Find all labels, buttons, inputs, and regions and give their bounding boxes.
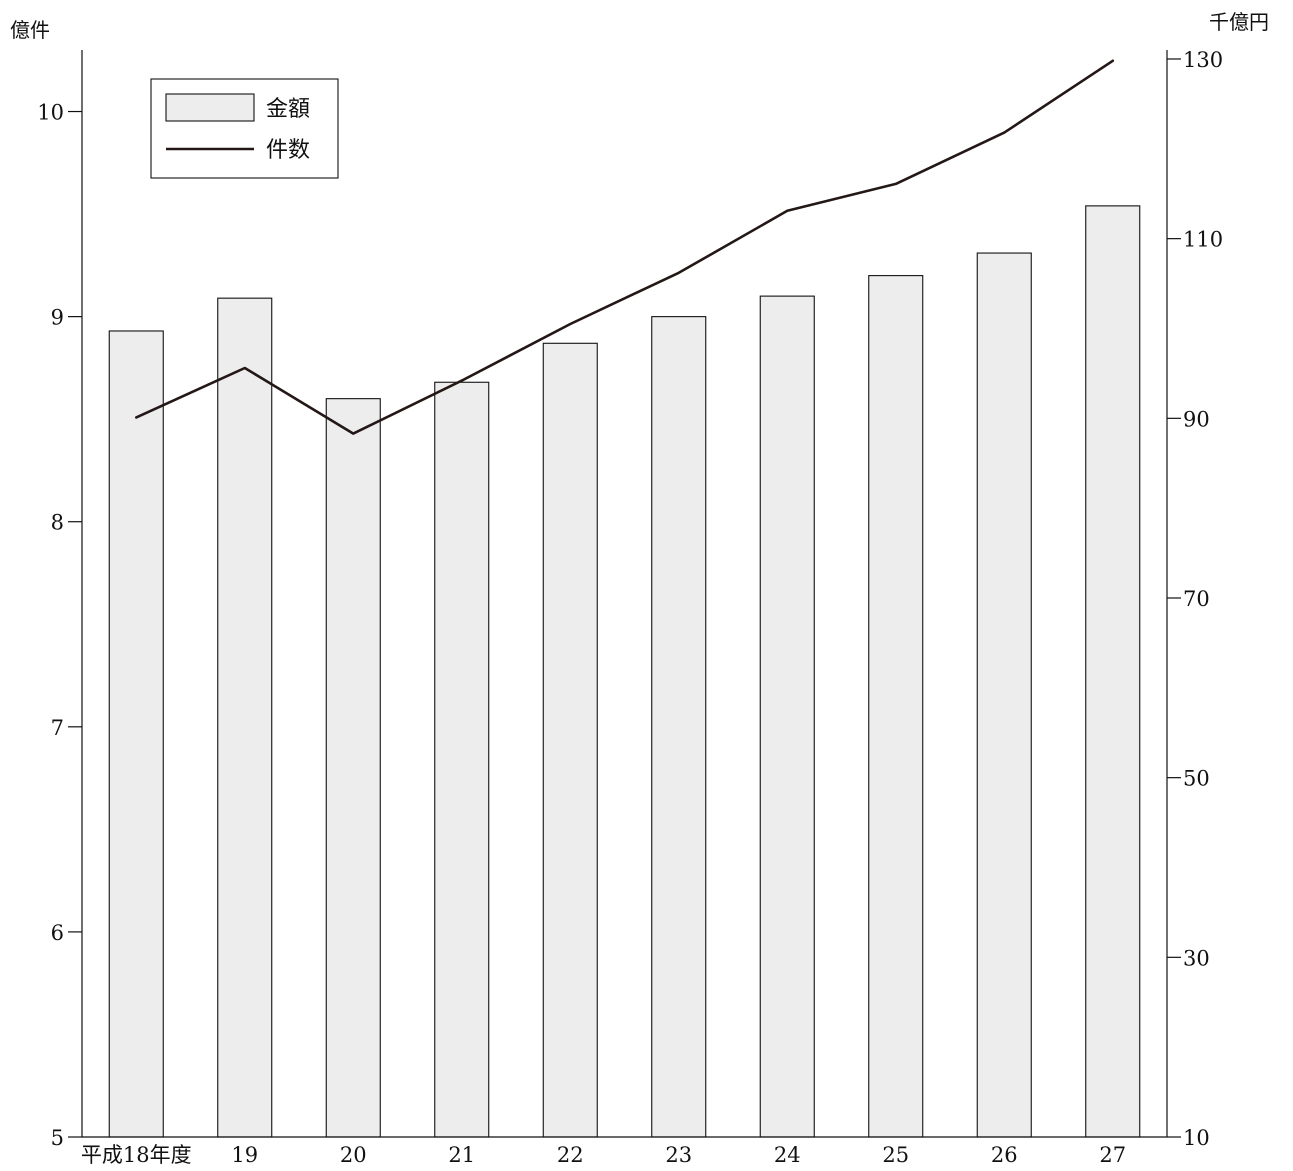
bar bbox=[759, 295, 815, 1138]
line-layer bbox=[135, 59, 1115, 435]
bar bbox=[1085, 205, 1141, 1138]
legend-line-label: 件数 bbox=[266, 138, 310, 163]
x-tick-label: 20 bbox=[340, 1143, 367, 1167]
right-tick-label: 10 bbox=[1183, 1126, 1210, 1150]
bar bbox=[976, 252, 1032, 1138]
bar bbox=[108, 330, 164, 1138]
left-tick-label: 10 bbox=[37, 101, 64, 125]
left-axis-unit: 億件 bbox=[10, 18, 50, 42]
left-tick-label: 8 bbox=[51, 511, 64, 535]
left-tick-label: 5 bbox=[51, 1126, 64, 1150]
left-tick-label: 9 bbox=[51, 306, 64, 330]
x-tick-label: 25 bbox=[882, 1143, 909, 1167]
right-tick-label: 130 bbox=[1183, 48, 1223, 72]
legend-bar-swatch bbox=[165, 93, 255, 122]
bar bbox=[217, 297, 273, 1138]
right-tick-label: 110 bbox=[1183, 228, 1223, 252]
bars-layer bbox=[108, 205, 1141, 1138]
right-tick-label: 30 bbox=[1183, 946, 1210, 970]
bar bbox=[651, 316, 707, 1138]
right-tick-label: 70 bbox=[1183, 587, 1210, 611]
x-tick-label: 26 bbox=[991, 1143, 1018, 1167]
x-tick-label: 19 bbox=[231, 1143, 258, 1167]
bar bbox=[325, 398, 381, 1138]
line-series bbox=[135, 59, 1115, 435]
legend: 金額 件数 bbox=[150, 78, 339, 179]
x-tick-label: 24 bbox=[774, 1143, 801, 1167]
ticks-layer: 5 6 7 8 9 10 10 30 50 70 90 110 130 平成18年度 19 20 21 22 23 2… bbox=[37, 48, 1223, 1167]
right-axis-unit: 千億円 bbox=[1209, 10, 1269, 34]
bar bbox=[868, 275, 924, 1138]
bar bbox=[542, 342, 598, 1138]
x-tick-label: 21 bbox=[448, 1143, 475, 1167]
legend-bar-label: 金額 bbox=[266, 97, 310, 122]
right-tick-label: 50 bbox=[1183, 767, 1210, 791]
left-tick-label: 7 bbox=[51, 716, 64, 740]
x-tick-label: 27 bbox=[1099, 1143, 1126, 1167]
bar bbox=[434, 381, 490, 1138]
x-tick-label: 平成18年度 bbox=[81, 1143, 192, 1167]
x-tick-label: 23 bbox=[665, 1143, 692, 1167]
right-tick-label: 90 bbox=[1183, 407, 1210, 431]
axes-layer bbox=[81, 50, 1168, 1138]
left-tick-label: 6 bbox=[51, 921, 64, 945]
x-tick-label: 22 bbox=[557, 1143, 584, 1167]
